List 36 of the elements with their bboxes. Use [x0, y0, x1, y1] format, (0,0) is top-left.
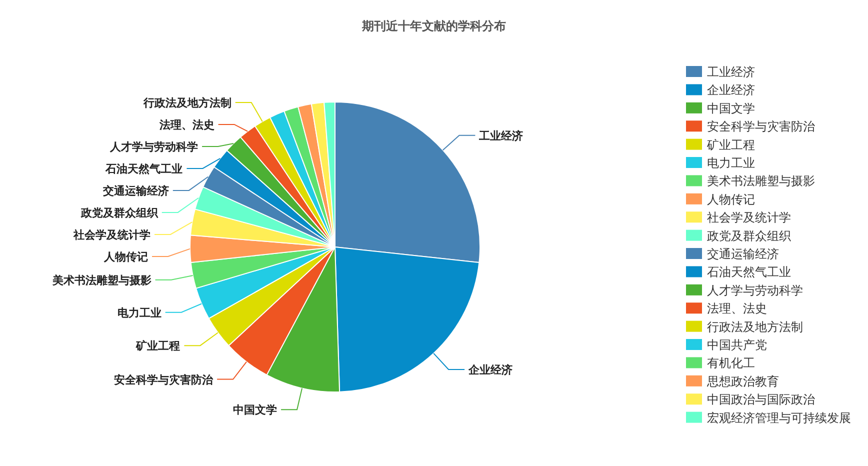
data-label: 人物传记 — [103, 250, 148, 264]
legend-label: 法理、法史 — [707, 302, 767, 316]
data-label: 行政法及地方法制 — [142, 96, 232, 110]
legend-label: 中国文学 — [707, 101, 755, 116]
legend-label: 安全科学与灾害防治 — [707, 120, 815, 134]
data-label: 社会学及统计学 — [72, 228, 150, 242]
legend-label: 工业经济 — [707, 65, 755, 79]
data-label: 中国文学 — [233, 404, 278, 417]
data-label: 美术书法雕塑与摄影 — [51, 274, 152, 287]
legend-label: 中国共产党 — [707, 338, 767, 352]
legend-label: 社会学及统计学 — [707, 210, 791, 225]
legend-label: 电力工业 — [707, 156, 755, 170]
data-label: 交通运输经济 — [102, 184, 169, 198]
legend-label: 行政法及地方法制 — [707, 320, 803, 334]
data-label: 矿业工程 — [135, 340, 180, 353]
legend-label: 思想政治教育 — [706, 374, 779, 388]
data-label: 法理、法史 — [158, 118, 214, 132]
legend-label: 企业经济 — [707, 83, 755, 98]
legend-label: 交通运输经济 — [707, 247, 779, 261]
legend-label: 人才学与劳动科学 — [707, 283, 803, 298]
legend-label: 政党及群众组织 — [707, 228, 791, 243]
legend-label: 有机化工 — [707, 356, 755, 370]
legend-label: 中国政治与国际政治 — [707, 392, 815, 407]
data-label: 工业经济 — [478, 129, 524, 142]
chart-title: 期刊近十年文献的学科分布 — [361, 19, 506, 33]
legend-label: 宏观经济管理与可持续发展 — [707, 410, 851, 425]
legend-label: 矿业工程 — [706, 138, 755, 152]
legend-label: 美术书法雕塑与摄影 — [707, 174, 815, 188]
data-label: 政党及群众组织 — [80, 206, 159, 220]
legend-label: 石油天然气工业 — [707, 265, 791, 280]
data-label: 安全科学与灾害防治 — [114, 373, 214, 386]
legend-label: 人物传记 — [707, 192, 755, 206]
data-label: 电力工业 — [117, 306, 162, 320]
data-label: 企业经济 — [468, 363, 513, 376]
data-label: 人才学与劳动科学 — [109, 140, 198, 154]
data-label: 石油天然气工业 — [104, 162, 183, 176]
